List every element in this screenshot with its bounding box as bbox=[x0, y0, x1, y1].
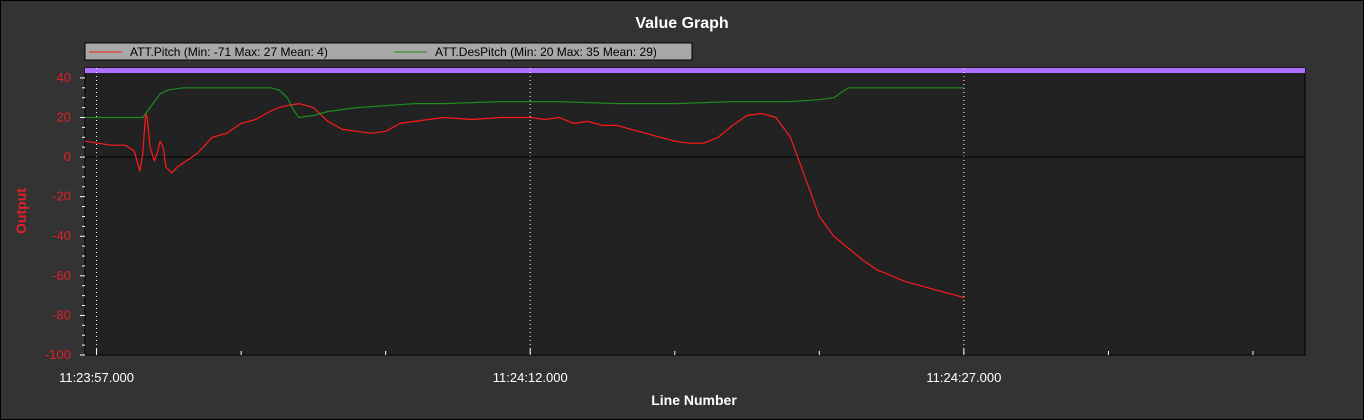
chart-title: Value Graph bbox=[635, 15, 728, 32]
reference-band bbox=[85, 68, 1305, 73]
plot-area[interactable] bbox=[84, 67, 1306, 356]
x-axis: 11:23:57.000 11:24:12.000 11:24:27.000 bbox=[59, 349, 1254, 385]
y-tick-label: -40 bbox=[52, 228, 71, 243]
legend-entry-att-despitch: ATT.DesPitch (Min: 20 Max: 35 Mean: 29) bbox=[435, 45, 657, 59]
series-layer bbox=[84, 87, 965, 299]
y-tick-label: 40 bbox=[57, 70, 71, 85]
y-tick-label: -80 bbox=[52, 307, 71, 322]
y-tick-label: 0 bbox=[64, 149, 71, 164]
y-tick-label: 20 bbox=[57, 109, 71, 124]
y-tick-label: -60 bbox=[52, 268, 71, 283]
series-line-att-pitch bbox=[84, 102, 965, 299]
series-line-att-despitch bbox=[85, 87, 964, 119]
x-tick-label: 11:24:27.000 bbox=[926, 370, 1001, 385]
y-axis: 40 20 0 -20 -40 -60 -80 -100 bbox=[45, 70, 85, 362]
x-tick-label: 11:23:57.000 bbox=[59, 370, 134, 385]
y-axis-label: Output bbox=[13, 188, 29, 234]
legend[interactable]: ATT.Pitch (Min: -71 Max: 27 Mean: 4) ATT… bbox=[84, 42, 693, 61]
x-tick-label: 11:24:12.000 bbox=[493, 370, 568, 385]
legend-entry-att-pitch: ATT.Pitch (Min: -71 Max: 27 Mean: 4) bbox=[130, 45, 328, 59]
y-tick-label: -100 bbox=[45, 347, 71, 362]
legend-box bbox=[84, 42, 693, 61]
y-tick-label: -20 bbox=[52, 189, 71, 204]
x-axis-label: Line Number bbox=[651, 392, 737, 408]
